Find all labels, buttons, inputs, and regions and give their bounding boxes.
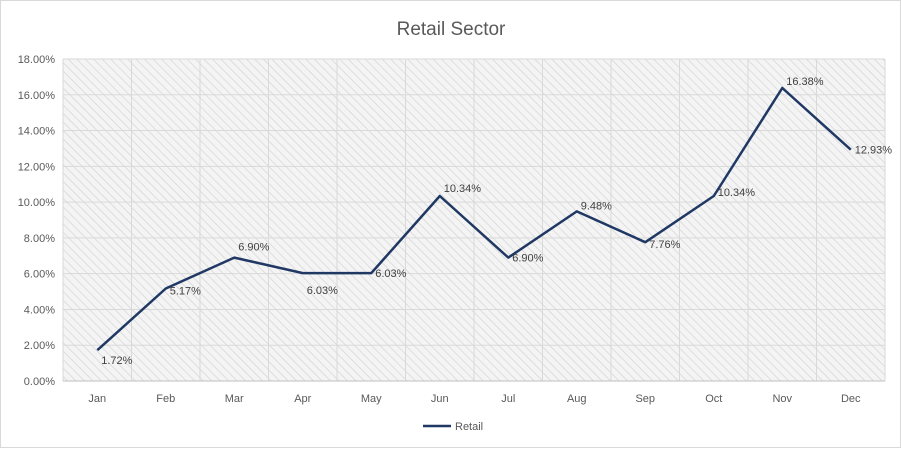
data-label: 10.34%: [718, 187, 756, 199]
y-tick-label: 12.00%: [18, 161, 56, 173]
x-tick-label: Aug: [567, 393, 587, 405]
data-label: 5.17%: [170, 286, 201, 298]
legend: Retail: [423, 421, 483, 433]
x-tick-label: Apr: [294, 393, 311, 405]
data-labels: 1.72% 5.17% 6.90% 6.03% 6.03% 10.34% 6.90% 9.48…: [101, 76, 892, 367]
y-tick-label: 10.00%: [18, 197, 56, 209]
data-label: 9.48%: [581, 200, 612, 212]
data-label: 6.90%: [512, 253, 543, 265]
data-label: 16.38%: [786, 76, 824, 88]
data-label: 7.76%: [649, 239, 680, 251]
data-label: 6.03%: [375, 268, 406, 280]
y-tick-label: 8.00%: [24, 233, 55, 245]
series-line-retail: [96, 86, 852, 352]
axes: 0.00% 2.00% 4.00% 6.00% 8.00% 10.00% 12.00% 14.…: [18, 54, 885, 405]
y-tick-label: 4.00%: [24, 304, 55, 316]
y-tick-label: 2.00%: [24, 340, 55, 352]
chart-title: Retail Sector: [397, 19, 506, 40]
x-tick-label: Jul: [501, 393, 515, 405]
x-tick-label: Jun: [431, 393, 449, 405]
y-tick-label: 16.00%: [18, 90, 56, 102]
x-tick-label: May: [361, 393, 382, 405]
x-tick-label: Dec: [841, 393, 861, 405]
legend-label-retail: Retail: [455, 421, 483, 433]
x-tick-label: Oct: [705, 393, 722, 405]
x-tick-label: Jan: [88, 393, 106, 405]
x-tick-label: Feb: [156, 393, 175, 405]
data-label: 6.03%: [307, 285, 338, 297]
y-tick-label: 6.00%: [24, 269, 55, 281]
x-tick-label: Mar: [225, 393, 244, 405]
x-tick-label: Sep: [635, 393, 655, 405]
y-tick-label: 0.00%: [24, 376, 55, 388]
data-label: 1.72%: [101, 355, 132, 367]
series-layer: [96, 86, 852, 352]
data-label: 10.34%: [444, 183, 482, 195]
y-tick-label: 14.00%: [18, 126, 56, 138]
y-tick-label: 18.00%: [18, 54, 56, 66]
data-label: 12.93%: [855, 145, 893, 157]
data-label: 6.90%: [238, 242, 269, 254]
x-tick-label: Nov: [772, 393, 792, 405]
